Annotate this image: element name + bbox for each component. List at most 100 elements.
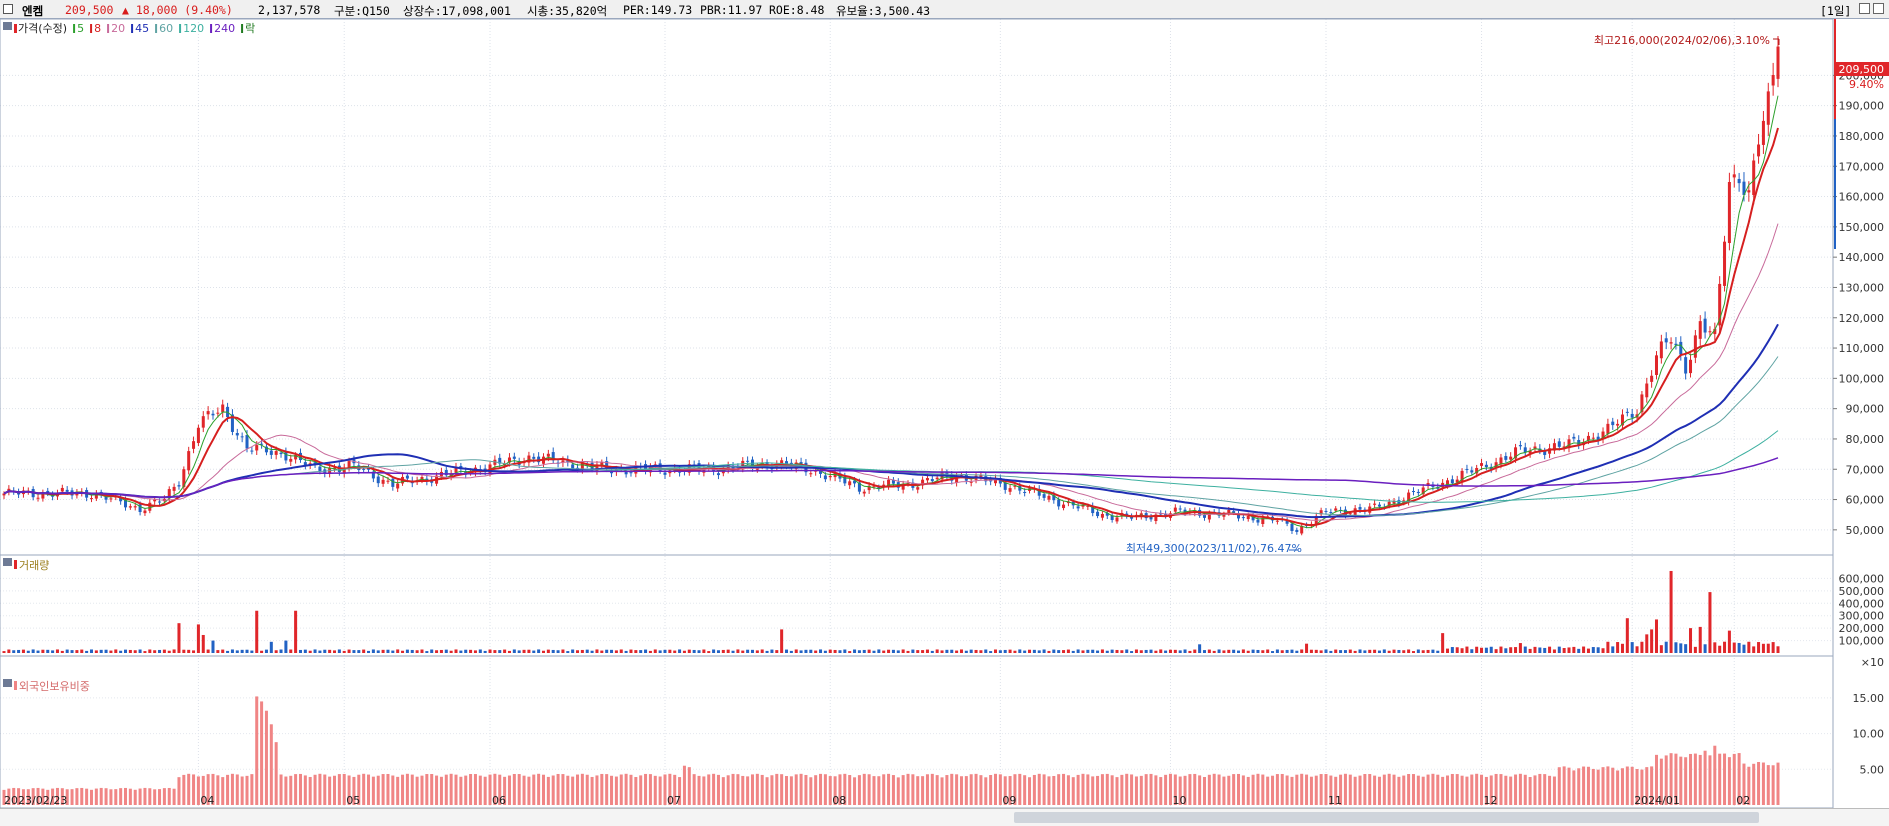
volume-bar xyxy=(1718,645,1722,653)
candle-body xyxy=(206,411,210,415)
candle-body xyxy=(1533,446,1537,449)
volume-bar xyxy=(1246,650,1250,653)
foreign-bar xyxy=(1353,776,1357,805)
panel-menu-icon[interactable] xyxy=(3,558,12,566)
volume-bar xyxy=(896,650,900,653)
foreign-bar xyxy=(697,775,701,805)
candle-body xyxy=(716,473,720,476)
foreign-bar xyxy=(1494,773,1498,805)
foreign-bar xyxy=(1732,753,1736,805)
foreign-bar xyxy=(177,777,181,805)
foreign-bar xyxy=(887,773,891,805)
foreign-bar xyxy=(634,777,638,805)
foreign-bar xyxy=(1771,765,1775,805)
volume-bar xyxy=(1708,592,1712,653)
foreign-bar xyxy=(21,789,25,805)
candle-body xyxy=(1052,495,1056,501)
x-tick-label: 04 xyxy=(200,794,214,807)
volume-bar xyxy=(201,634,205,653)
price-tick-label: 130,000 xyxy=(1839,281,1885,294)
listed-shares: 상장수:17,098,001 xyxy=(403,4,511,18)
volume-bar xyxy=(1543,647,1547,653)
panel-menu-icon[interactable] xyxy=(3,22,12,30)
candle-body xyxy=(274,451,278,455)
volume-panel-title: 거래량 xyxy=(19,559,49,572)
candle-body xyxy=(153,499,157,502)
reserve-ratio: 유보율:3,500.43 xyxy=(836,4,931,18)
foreign-bar xyxy=(1275,774,1279,805)
foreign-bar xyxy=(1300,773,1304,805)
volume-bar xyxy=(1455,647,1459,653)
foreign-bar xyxy=(70,789,74,805)
volume-bar xyxy=(75,650,79,653)
volume-bar xyxy=(1577,648,1581,653)
foreign-bar xyxy=(687,767,691,805)
candle-body xyxy=(512,456,516,459)
volume-bar xyxy=(503,649,507,653)
volume-bar xyxy=(1198,644,1202,653)
volume-bar xyxy=(464,649,468,653)
candle-body xyxy=(128,506,132,508)
volume-bar xyxy=(945,649,949,653)
price-chart[interactable]: 가격(수정) 5 8 20 45 60 120 240 락 최고216,000(2024/02… xyxy=(0,19,1889,809)
volume-bar xyxy=(1669,570,1673,653)
volume-bar xyxy=(551,649,555,653)
foreign-bar xyxy=(51,788,55,805)
x-tick-label: 06 xyxy=(492,794,506,807)
checkbox-icon[interactable] xyxy=(3,4,13,14)
panel-menu-icon[interactable] xyxy=(3,679,12,687)
foreign-bar xyxy=(692,774,696,805)
volume-bar xyxy=(1630,642,1634,653)
foreign-bar xyxy=(1557,767,1561,805)
volume-bar xyxy=(741,650,745,653)
legend-ma-label: 8 xyxy=(94,22,101,35)
x-tick-label: 12 xyxy=(1484,794,1498,807)
horizontal-scrollbar[interactable] xyxy=(0,808,1889,826)
volume-bar xyxy=(1115,649,1119,653)
foreign-bar xyxy=(473,774,477,805)
foreign-bar xyxy=(507,775,511,805)
volume-bar xyxy=(31,649,35,653)
volume-bar xyxy=(833,649,837,653)
volume-bar xyxy=(838,650,842,653)
foreign-bar xyxy=(46,789,50,805)
volume-bar xyxy=(352,650,356,653)
foreign-bar xyxy=(775,773,779,805)
foreign-bar xyxy=(158,789,162,805)
close-icon[interactable] xyxy=(1873,3,1884,14)
volume-bar xyxy=(1606,641,1610,653)
foreign-bar xyxy=(1003,776,1007,805)
volume-bar xyxy=(65,649,69,653)
volume-bar xyxy=(1037,650,1041,653)
foreign-bar xyxy=(1693,753,1697,805)
foreign-bar xyxy=(206,774,210,805)
foreign-bar xyxy=(969,774,973,805)
candle-body xyxy=(396,483,400,489)
volume-bar xyxy=(527,649,531,653)
volume-bar xyxy=(1689,628,1693,653)
period-selector[interactable]: [1일] xyxy=(1820,4,1852,18)
price-tick-label: 180,000 xyxy=(1839,130,1885,143)
foreign-bar xyxy=(124,787,128,805)
restore-icon[interactable] xyxy=(1859,3,1870,14)
foreign-bar xyxy=(1523,774,1527,805)
volume-bar xyxy=(1504,648,1508,653)
foreign-bar xyxy=(1271,775,1275,805)
volume-bar xyxy=(1431,649,1435,653)
volume-bar xyxy=(1416,649,1420,653)
foreign-bar xyxy=(1076,774,1080,805)
volume-bar xyxy=(1377,650,1381,653)
foreign-bar xyxy=(119,788,123,805)
scrollbar-thumb[interactable] xyxy=(1014,812,1759,823)
foreign-bar xyxy=(138,788,142,805)
candle-body xyxy=(853,480,857,484)
volume-bar xyxy=(1144,649,1148,653)
volume-bar xyxy=(1392,649,1396,653)
volume-bar xyxy=(974,649,978,653)
volume-bar xyxy=(668,649,672,653)
candle-body xyxy=(571,464,575,470)
volume-bar xyxy=(585,649,589,653)
foreign-bar xyxy=(1625,766,1629,805)
legend-ma-swatch xyxy=(155,24,158,33)
legend-ma-swatch xyxy=(179,24,182,33)
